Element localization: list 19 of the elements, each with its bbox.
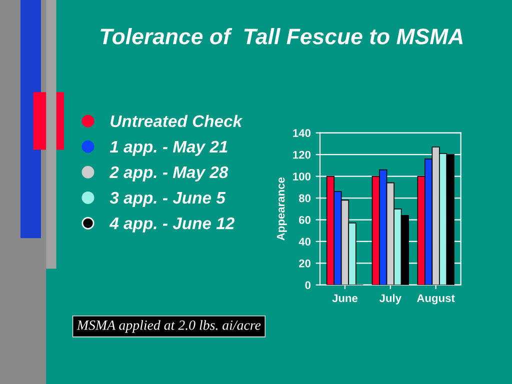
y-tick-label: 120 bbox=[293, 150, 311, 159]
y-tick-label: 60 bbox=[299, 216, 311, 224]
legend-label: 2 app. - May 28 bbox=[109, 166, 228, 182]
legend-label: 4 app. - June 12 bbox=[109, 217, 235, 233]
legend-label: Untreated Check bbox=[110, 114, 243, 128]
y-axis-title: Appearance bbox=[276, 177, 287, 240]
x-tick-label: July bbox=[379, 294, 402, 304]
y-tick-label: 80 bbox=[298, 194, 311, 202]
y-tick-label: 40 bbox=[298, 238, 311, 246]
y-tick-label: 20 bbox=[299, 259, 311, 268]
y-tick-label: 140 bbox=[293, 129, 311, 137]
x-tick-label: June bbox=[332, 294, 358, 302]
legend-label: 1 app. - May 21 bbox=[110, 140, 228, 156]
x-tick-label: August bbox=[416, 294, 455, 304]
y-tick-label: 100 bbox=[293, 172, 311, 180]
y-tick-label: 0 bbox=[305, 281, 311, 290]
chart-title: Tolerance of Tall Fescue to MSMA bbox=[100, 28, 463, 44]
text: MSMA applied at 2.0 lbs. ai/acre bbox=[76, 320, 261, 333]
legend-label: 3 app. - June 5 bbox=[110, 192, 226, 207]
